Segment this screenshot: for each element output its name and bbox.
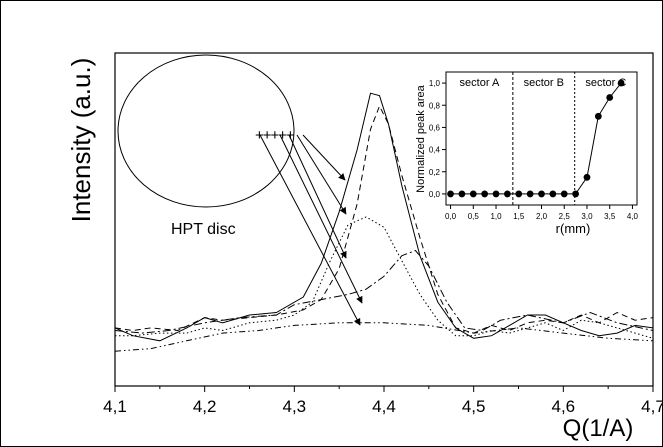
inset-x-tick-label: 0,5 xyxy=(468,212,480,221)
arrow-3 xyxy=(288,134,347,259)
sector-label: sector C xyxy=(585,77,626,89)
inset-point xyxy=(538,190,545,198)
arrow-4 xyxy=(279,134,363,304)
inset-x-axis-title: r(mm) xyxy=(556,221,591,236)
inset-point xyxy=(481,190,489,198)
arrow-1 xyxy=(302,134,346,181)
inset-x-tick-label: 3,5 xyxy=(604,212,616,221)
inset-y-tick-label: 0,0 xyxy=(429,190,441,199)
x-tick-label: 4,3 xyxy=(283,397,307,416)
inset-content: sector A sector B sector C 0,0 0,5 1,0 1,5 2,0 2… xyxy=(429,72,639,221)
inset-line xyxy=(450,82,622,195)
inset-point xyxy=(549,190,557,198)
sector-label: sector B xyxy=(524,77,564,89)
inset-y-tick-label: 1,0 xyxy=(429,79,441,88)
x-tick-label: 4,4 xyxy=(372,397,396,416)
x-tick-label: 4,5 xyxy=(462,397,486,416)
sector-label: sector A xyxy=(460,77,500,89)
arrow-2 xyxy=(296,134,347,215)
main-series-group xyxy=(114,92,654,352)
inset-point xyxy=(594,112,602,120)
x-tick-label: 4,7 xyxy=(641,397,663,416)
arrows-group xyxy=(259,134,363,326)
x-axis-title: Q(1/A) xyxy=(563,415,634,442)
inset-x-tick-label: 2,5 xyxy=(559,212,571,221)
inset-x-tick-label: 3,0 xyxy=(581,212,593,221)
x-tick-label: 4,2 xyxy=(193,397,217,416)
arrow-5 xyxy=(259,134,361,326)
inset-point xyxy=(560,190,568,198)
series-line-3 xyxy=(115,216,654,339)
series-line-5 xyxy=(114,322,654,352)
inset-x-tick-label: 2,0 xyxy=(536,212,548,221)
main-x-ticks: 4,1 4,2 4,3 4,4 4,5 4,6 4,7 xyxy=(103,386,663,416)
inset-y-tick-label: 0,8 xyxy=(429,101,441,110)
inset-y-tick-label: 0,2 xyxy=(429,168,441,177)
inset-point xyxy=(515,190,523,198)
inset-x-tick-label: 1,5 xyxy=(513,212,525,221)
series-line-2 xyxy=(114,104,654,334)
series-line-1 xyxy=(114,92,654,342)
inset-point xyxy=(469,190,477,198)
position-markers: +++++ xyxy=(255,127,295,144)
inset-point xyxy=(572,190,580,198)
inset-point xyxy=(503,190,511,198)
inset-x-tick-label: 1,0 xyxy=(490,212,502,221)
inset-point xyxy=(617,79,625,87)
inset-y-tick-label: 0,6 xyxy=(429,123,441,132)
inset-plot-area xyxy=(445,71,638,206)
hpt-disc-ellipse xyxy=(117,54,295,208)
inset-point xyxy=(492,190,500,198)
inset-x-tick-label: 0,0 xyxy=(445,212,457,221)
y-axis-title: Intensity (a.u.) xyxy=(66,58,96,223)
inset-point xyxy=(458,190,466,198)
hpt-disc-label: HPT disc xyxy=(171,221,236,238)
x-tick-label: 4,6 xyxy=(552,397,576,416)
inset-y-axis-title: Normalized peak area xyxy=(415,84,427,192)
series-line-4 xyxy=(114,249,654,334)
inset-x-tick-label: 4,0 xyxy=(627,212,639,221)
inset-point xyxy=(606,94,614,101)
inset-point xyxy=(447,190,454,198)
inset-y-tick-label: 0,4 xyxy=(429,146,441,155)
inset-point xyxy=(526,190,534,198)
x-tick-label: 4,1 xyxy=(103,397,127,416)
inset-point xyxy=(583,173,591,181)
